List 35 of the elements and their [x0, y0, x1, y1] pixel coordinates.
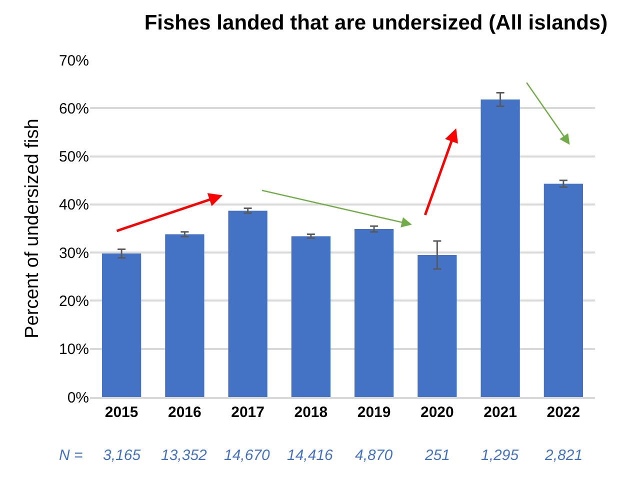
bar [102, 254, 142, 397]
bar [228, 210, 268, 397]
x-tick-label: 2017 [231, 404, 264, 421]
x-tick-label: 2018 [294, 404, 328, 421]
text: 2,821 [544, 447, 583, 464]
text: 251 [424, 447, 450, 464]
x-tick-label: 2020 [420, 404, 454, 421]
y-tick-label: 20% [58, 292, 89, 310]
y-tick-label: 70% [58, 52, 89, 70]
x-tick-label: 2015 [104, 404, 138, 421]
y-tick-label: 10% [58, 341, 89, 358]
text: 3,165 [103, 447, 142, 464]
bar [165, 234, 204, 397]
text: 13,352 [161, 447, 208, 464]
text: 4,870 [355, 447, 394, 464]
text: 14,416 [287, 447, 334, 464]
x-tick-label: 2016 [168, 404, 202, 421]
bar [544, 184, 584, 397]
y-tick-label: 30% [58, 244, 89, 262]
x-tick-label: 2019 [357, 404, 391, 421]
bar [291, 236, 331, 397]
text: 14,670 [224, 447, 271, 464]
text: N = [59, 447, 83, 464]
y-tick-label: 60% [58, 100, 89, 118]
y-tick-label: 0% [67, 389, 89, 406]
chart-title: Fishes landed that are undersized (All islands) [144, 11, 608, 34]
bar [480, 99, 520, 397]
text: 1,295 [481, 447, 520, 464]
x-tick-label: 2021 [484, 404, 517, 421]
x-tick-label: 2022 [546, 404, 580, 421]
y-tick-label: 50% [58, 148, 89, 166]
y-tick-label: 40% [58, 196, 89, 214]
bar [418, 254, 457, 397]
y-axis-title: Percent of undersized fish [22, 118, 43, 338]
bar [354, 228, 394, 397]
